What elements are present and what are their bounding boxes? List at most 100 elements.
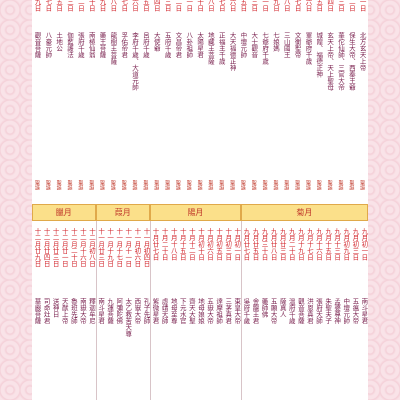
deity: 南嶽大帝 <box>78 298 87 324</box>
deity: 金龍王君 <box>250 298 259 324</box>
date: 初七日 <box>293 0 302 12</box>
date: 初三日 <box>336 0 345 12</box>
tag: 聖誕 <box>337 180 344 190</box>
deity: 洪恩真君 <box>305 298 314 324</box>
month-header: 陽月 <box>150 204 241 221</box>
date: 九月十九日 <box>296 228 305 261</box>
deity: 北方玄天上帝 <box>358 32 367 71</box>
tag: 聖誕 <box>304 180 311 190</box>
deity: 李府千歲、大道元帥 <box>130 32 139 91</box>
date: 十七日 <box>217 0 226 12</box>
date: 十二月二十日 <box>69 228 78 267</box>
deity: 溫府千歲 <box>287 298 296 324</box>
tag: 聖誕 <box>250 180 257 190</box>
date: 十月初十日 <box>196 228 205 261</box>
deity: 孔子先師 <box>141 298 150 324</box>
date: 九月十六日 <box>314 228 323 261</box>
date: 十一月十九日 <box>105 228 114 267</box>
deity: 孟婆尊神 <box>332 298 341 324</box>
divider <box>95 221 97 400</box>
deity: 西嶽大帝 <box>132 298 141 324</box>
tag: 聖誕 <box>348 180 355 190</box>
deity: 八卦祖師 <box>184 32 193 58</box>
date: 廿九日 <box>98 0 107 12</box>
tag: 聖誕 <box>66 180 73 190</box>
deity: 九蓮菩薩 <box>105 298 114 324</box>
tag: 聖誕 <box>359 180 366 190</box>
deity: 保生大帝、西秦王爺 <box>347 32 356 91</box>
deity: 觀音菩薩 <box>296 298 305 324</box>
deity: 魯班先師 <box>69 298 78 324</box>
date: 十一日 <box>260 0 269 12</box>
date: 九月二十日 <box>287 228 296 261</box>
date: 初二日 <box>347 0 356 12</box>
deity: 土地公 <box>54 32 63 52</box>
date: 初三日 <box>65 0 74 12</box>
date: 十月十二日 <box>187 228 196 261</box>
date: 十一月十七日 <box>114 228 123 267</box>
deity: 薩真人 <box>278 298 287 318</box>
deity: 達摩祖師 <box>214 298 223 324</box>
deity: 呂府千歲 <box>141 32 150 58</box>
deity: 七娘媽 <box>271 32 280 52</box>
deity: 七爺府千歲 <box>260 32 269 65</box>
tag: 聖誕 <box>55 180 62 190</box>
date: 廿四日 <box>152 0 161 12</box>
tag: 聖誕 <box>109 180 116 190</box>
tag: 聖誕 <box>131 180 138 190</box>
deity: 阿彌陀佛 <box>114 298 123 324</box>
divider <box>150 221 152 400</box>
deity: 藥王菩薩 <box>98 32 107 58</box>
deity: 地母娘娘 <box>196 298 205 324</box>
tag: 聖誕 <box>174 180 181 190</box>
tag: 聖誕 <box>261 180 268 190</box>
date: 初五日 <box>54 0 63 12</box>
deity: 觀音菩薩 <box>33 32 41 58</box>
date: 初一日 <box>358 0 367 12</box>
deity: 天猷上帝 <box>60 298 69 324</box>
deity: 中壇元帥 <box>341 298 350 324</box>
deity: 五府千歲 <box>163 32 172 58</box>
deity: 城隍、福德正神 <box>314 32 323 78</box>
date: 九月三十日 <box>260 228 269 261</box>
tag: 聖誕 <box>77 180 84 190</box>
date: 初九日 <box>271 0 280 12</box>
date: 初四日 <box>325 0 334 12</box>
deity: 中壇元帥 <box>238 32 247 58</box>
tag: 聖誕 <box>142 180 149 190</box>
deity: 朱聖夫子 <box>323 298 332 324</box>
deity: 五顯大帝 <box>269 298 278 324</box>
date: 九月初一日 <box>359 228 368 261</box>
deity: 釋迦牟尼 <box>87 298 96 324</box>
date: 初九日 <box>33 0 41 12</box>
date: 九月廿七日 <box>241 228 250 261</box>
almanac-page: 初一日 北方玄天上帝 聖誕 初二日 保生大帝、西秦王爺 聖誕 初三日 華佗仙師、三官大帝 聖誕 初… <box>32 0 368 400</box>
deity: 華嚴菩薩 <box>33 298 41 324</box>
date: 十二月廿三日 <box>51 228 60 267</box>
date: 十三日 <box>249 0 258 12</box>
tag: 聖誕 <box>44 180 51 190</box>
deity: 伽藍護法 <box>65 32 74 58</box>
deity: 正福主千歲 <box>217 32 226 65</box>
date: 初五日 <box>314 0 323 12</box>
tag: 聖誕 <box>229 180 236 190</box>
tag: 聖誕 <box>88 180 95 190</box>
tag: 聖誕 <box>326 180 333 190</box>
date: 九月廿三日 <box>278 228 287 261</box>
deity: 東皇大帝 <box>232 298 241 324</box>
tag: 聖誕 <box>164 180 171 190</box>
date: 初六日 <box>303 0 312 12</box>
date: 十八日 <box>206 0 215 12</box>
tag: 聖誕 <box>272 180 279 190</box>
date: 廿二日 <box>173 0 182 12</box>
deity: 南斗星君 <box>359 298 368 324</box>
date: 廿五日 <box>141 0 150 12</box>
month-header: 臘月 <box>32 204 96 221</box>
date: 廿三日 <box>163 0 172 12</box>
deity: 太陽星君 <box>195 32 204 58</box>
tag: 聖誕 <box>218 180 225 190</box>
tag: 聖誕 <box>315 180 322 190</box>
date: 十月十八日 <box>169 228 178 261</box>
deity: 南極仙翁 <box>87 32 96 58</box>
deity: 張府千歲 <box>76 32 85 58</box>
